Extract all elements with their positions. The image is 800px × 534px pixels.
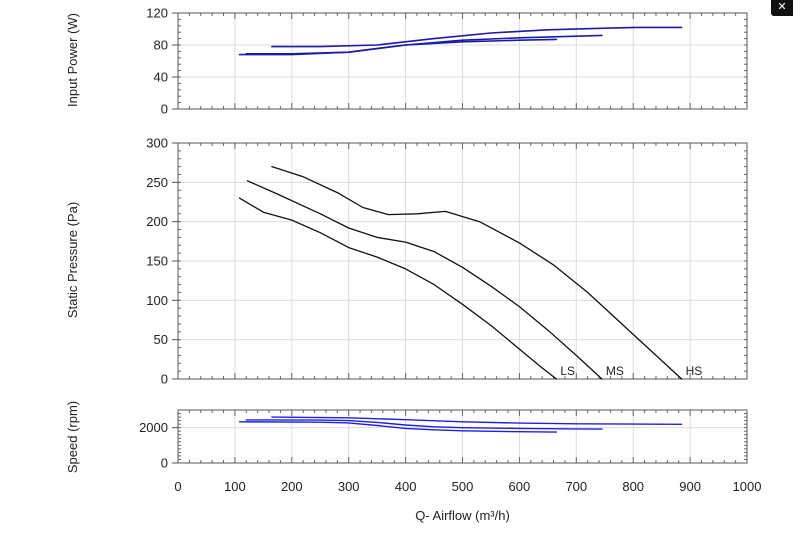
y-tick-label: 100 bbox=[146, 293, 168, 308]
series-line-HS bbox=[271, 416, 683, 425]
y-tick-label: 0 bbox=[161, 456, 168, 471]
curve-label-LS: LS bbox=[560, 364, 575, 378]
series-line-HS bbox=[271, 165, 683, 380]
x-tick-label: 0 bbox=[174, 479, 181, 494]
y-tick-label: 40 bbox=[154, 70, 168, 85]
curve-label-MS: MS bbox=[606, 364, 624, 378]
x-tick-label: 900 bbox=[679, 479, 701, 494]
y-tick-label: 0 bbox=[161, 102, 168, 117]
pressure-panel: 0 50 100 150 200 250 300 Static Pressure (Pa) LS… bbox=[65, 136, 748, 387]
y-tick-label: 50 bbox=[154, 332, 168, 347]
series-line-LS bbox=[238, 421, 558, 433]
x-tick-label: 100 bbox=[224, 479, 246, 494]
x-tick-label: 700 bbox=[565, 479, 587, 494]
series-line-LS bbox=[238, 38, 558, 56]
x-tick-label: 300 bbox=[338, 479, 360, 494]
y-tick-label: 300 bbox=[146, 136, 168, 151]
x-tick-label: 800 bbox=[622, 479, 644, 494]
series-line-LS bbox=[238, 197, 558, 380]
pressure-ylabel: Static Pressure (Pa) bbox=[65, 202, 80, 318]
y-tick-label: 250 bbox=[146, 175, 168, 190]
y-tick-label: 0 bbox=[161, 372, 168, 387]
series-line-MS bbox=[246, 180, 603, 380]
y-tick-label: 120 bbox=[146, 6, 168, 21]
x-tick-label: 1000 bbox=[733, 479, 762, 494]
x-tick-label: 600 bbox=[509, 479, 531, 494]
x-tick-label: 200 bbox=[281, 479, 303, 494]
x-tick-label: 400 bbox=[395, 479, 417, 494]
speed-ylabel: Speed (rpm) bbox=[65, 401, 80, 473]
y-tick-label: 150 bbox=[146, 254, 168, 269]
x-tick-label: 500 bbox=[452, 479, 474, 494]
series-line-HS bbox=[271, 26, 683, 48]
power-panel: 0 40 80 120 Input Power (W) bbox=[65, 6, 748, 117]
y-tick-label: 200 bbox=[146, 214, 168, 229]
curve-label-HS: HS bbox=[686, 364, 703, 378]
speed-panel: 0 2000 Speed (rpm) 0 100 200 300 400 500 600 700 80… bbox=[65, 401, 761, 523]
close-button[interactable]: ✕ bbox=[771, 0, 793, 16]
y-tick-label: 2000 bbox=[139, 420, 168, 435]
y-tick-label: 80 bbox=[154, 38, 168, 53]
series-line-MS bbox=[245, 419, 603, 430]
power-plot-frame bbox=[177, 12, 748, 110]
speed-plot-frame bbox=[177, 409, 748, 464]
power-ylabel: Input Power (W) bbox=[65, 13, 80, 107]
x-axis-title: Q- Airflow (m³/h) bbox=[415, 508, 510, 523]
